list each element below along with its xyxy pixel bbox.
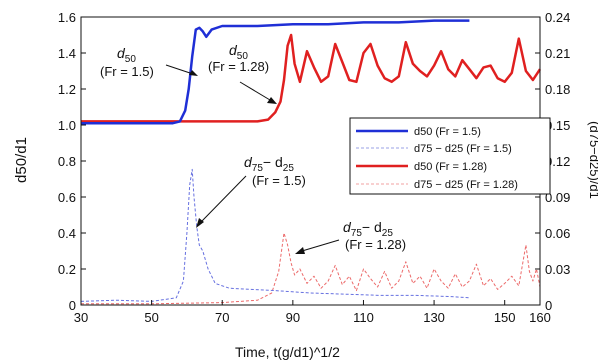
x-tick-label-4: 110 (353, 310, 374, 325)
annotation-d50-fr15-cond: (Fr = 1.5) (100, 64, 154, 79)
y-axis-right-title: (d75−d25)/d1 (587, 121, 598, 199)
legend-label-spread-fr128: d75 − d25 (Fr = 1.28) (414, 179, 518, 191)
legend-label-d50-fr128: d50 (Fr = 1.28) (414, 161, 487, 173)
annotation-spread-fr128-arrow (295, 247, 305, 254)
x-tick-label-0: 30 (74, 310, 88, 325)
annotation-spread-fr128-cond: (Fr = 1.28) (345, 237, 406, 252)
y-right-tick-label-2: 0.06 (545, 226, 570, 241)
annotation-spread-fr15-arrow (196, 218, 204, 228)
annotation-d50-fr15-arrow (189, 70, 198, 76)
x-tick-label-5: 130 (423, 310, 445, 325)
legend-label-d50-fr15: d50 (Fr = 1.5) (414, 126, 481, 138)
annotation-spread-fr128-leader (301, 239, 340, 252)
annotation-d50-fr128-text: d50 (229, 42, 248, 62)
annotation-spread-fr15: d75− d25 (Fr = 1.5) (196, 154, 306, 228)
annotation-spread-fr128-text: d75− d25 (343, 219, 393, 239)
y-right-tick-label-3: 0.09 (545, 190, 570, 205)
y-left-tick-label-4: 0.8 (58, 154, 76, 169)
y-right-tick-label-0: 0 (545, 298, 552, 313)
y-right-tick-label-7: 0.21 (545, 46, 570, 61)
x-tick-label-6: 150 (494, 310, 516, 325)
x-tick-label-3: 90 (286, 310, 300, 325)
annotation-d50-fr128-cond: (Fr = 1.28) (208, 59, 269, 74)
annotation-d50-fr15-leader (165, 64, 194, 75)
annotation-spread-fr128: d75− d25 (Fr = 1.28) (295, 219, 406, 254)
x-tick-label-2: 70 (215, 310, 229, 325)
series-line-2 (81, 33, 542, 123)
x-tick-label-7: 160 (529, 310, 551, 325)
y-left-tick-label-2: 0.4 (58, 226, 76, 241)
y-left-tick-label-1: 0.2 (58, 262, 76, 277)
series-line-0 (81, 19, 470, 125)
y-right-tick-label-5: 0.15 (545, 118, 570, 133)
annotation-d50-fr128: d50 (Fr = 1.28) (208, 42, 277, 104)
annotation-d50-fr15-text: d50 (117, 45, 136, 65)
y-left-tick-label-3: 0.6 (58, 190, 76, 205)
y-right-tick-label-1: 0.03 (545, 262, 570, 277)
y-left-tick-label-6: 1.2 (58, 82, 76, 97)
x-tick-label-1: 50 (144, 310, 158, 325)
axes-layer: 30 50 70 90 110 130 150 16000.20.40.60.81.01.21… (58, 10, 570, 325)
y-right-tick-label-4: 0.12 (545, 154, 570, 169)
series-line-1 (80, 168, 470, 302)
annotation-spread-fr15-leader (201, 175, 247, 222)
annotation-d50-fr15: d50 (Fr = 1.5) (100, 45, 198, 79)
annotation-spread-fr15-text: d75− d25 (244, 154, 294, 174)
x-axis-title: Time, t(g/d1)^1/2 (235, 344, 340, 360)
series-layer (80, 19, 542, 305)
y-axis-left-title: d50/d1 (13, 137, 30, 183)
y-left-tick-label-7: 1.4 (58, 46, 76, 61)
annotation-d50-fr128-leader (239, 81, 271, 101)
y-left-tick-label-8: 1.6 (58, 10, 76, 25)
y-left-tick-label-0: 0 (69, 298, 76, 313)
y-right-tick-label-6: 0.18 (545, 82, 570, 97)
series-line-3 (81, 232, 541, 305)
legend: d50 (Fr = 1.5) d75 − d25 (Fr = 1.5) d50 … (349, 117, 551, 195)
legend-label-spread-fr15: d75 − d25 (Fr = 1.5) (414, 143, 512, 155)
y-left-tick-label-5: 1.0 (58, 118, 76, 133)
annotation-spread-fr15-cond: (Fr = 1.5) (252, 173, 306, 188)
y-right-tick-label-8: 0.24 (545, 10, 570, 25)
annotation-d50-fr128-arrow (267, 97, 277, 104)
